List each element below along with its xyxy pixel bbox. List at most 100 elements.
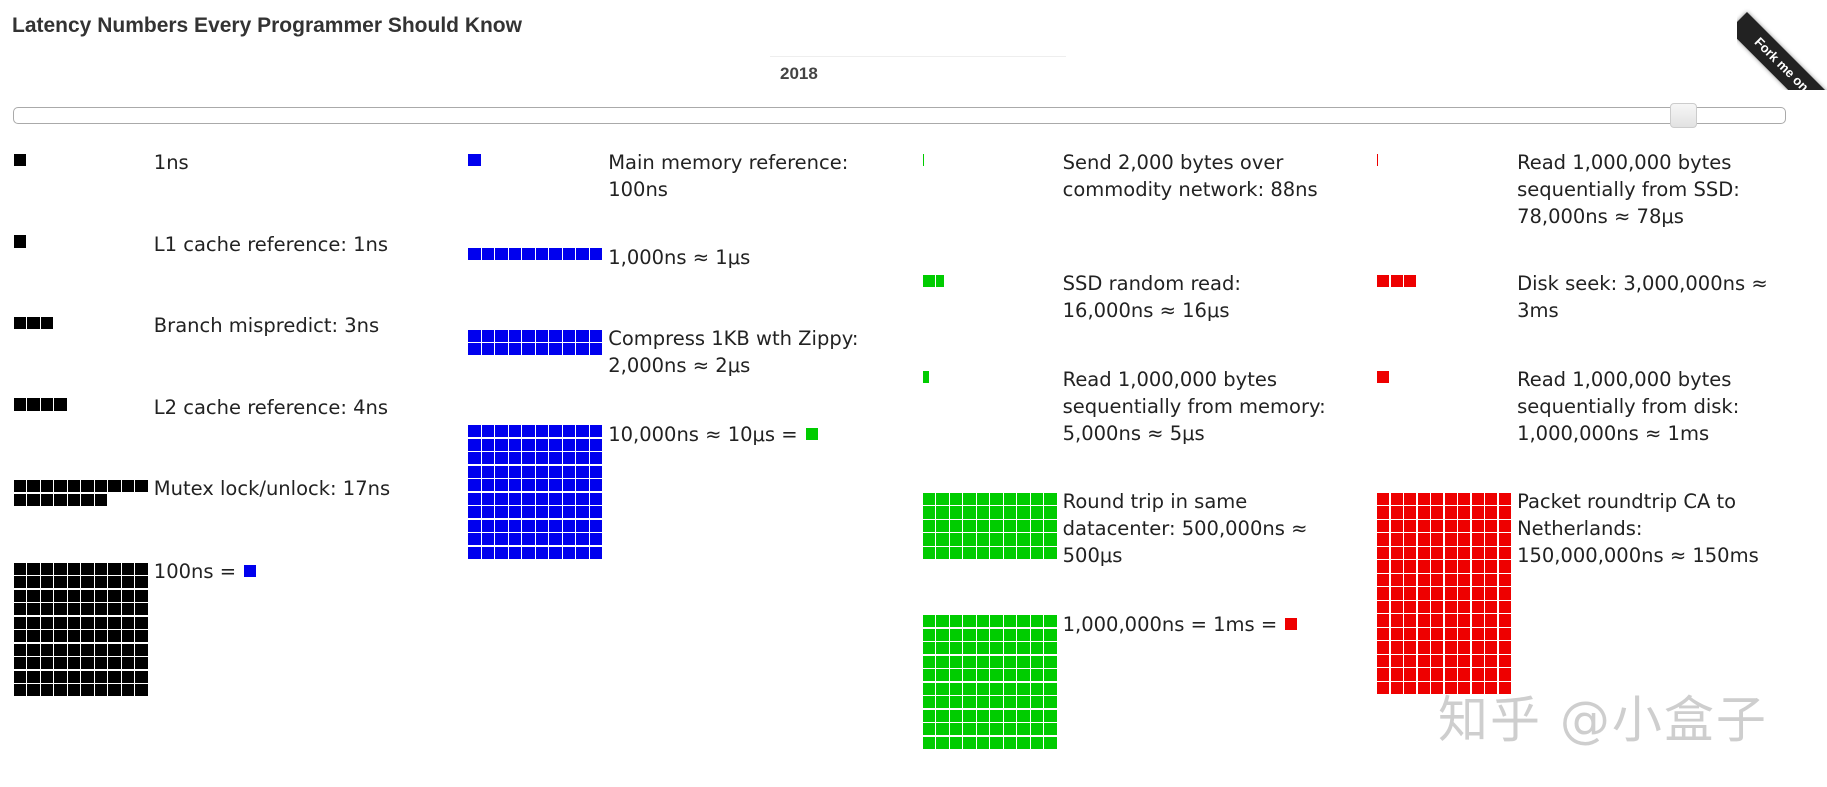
block <box>1471 573 1484 587</box>
block <box>495 465 508 478</box>
block <box>535 452 549 465</box>
block <box>589 248 603 261</box>
block <box>535 248 549 261</box>
block <box>1404 614 1417 627</box>
block <box>562 248 576 261</box>
block <box>589 533 603 546</box>
block <box>468 329 481 342</box>
block <box>1444 641 1457 654</box>
block <box>589 492 603 505</box>
block <box>1458 492 1471 506</box>
block <box>1390 492 1403 506</box>
block <box>508 465 522 478</box>
block <box>990 628 1003 641</box>
block <box>13 657 27 670</box>
block <box>535 425 549 438</box>
unit-icon <box>244 565 257 578</box>
item-label: Read 1,000,000 bytes sequentially from S… <box>1517 149 1787 230</box>
block <box>1017 492 1030 506</box>
block <box>922 506 935 519</box>
block <box>1044 546 1057 560</box>
block <box>481 492 495 505</box>
block <box>1390 274 1403 288</box>
block <box>54 398 67 411</box>
block <box>1044 533 1057 546</box>
block <box>481 533 495 546</box>
item-label: Main memory reference: 100ns <box>608 149 878 203</box>
block <box>1390 573 1403 587</box>
block <box>949 655 962 668</box>
block <box>94 616 108 629</box>
block <box>1471 668 1484 681</box>
block <box>1431 614 1444 627</box>
block <box>1417 573 1430 587</box>
block <box>495 519 508 532</box>
block <box>976 615 989 628</box>
block <box>589 465 603 478</box>
block <box>1390 614 1403 627</box>
block <box>963 736 976 749</box>
block <box>1417 654 1430 668</box>
block <box>949 519 962 533</box>
github-ribbon[interactable]: Fork me on GitHub <box>1737 12 1827 90</box>
block <box>108 630 121 643</box>
block <box>108 643 121 656</box>
block <box>1017 533 1030 546</box>
block <box>481 425 495 438</box>
block <box>1377 506 1390 519</box>
block <box>1030 723 1043 736</box>
block <box>1498 506 1511 519</box>
block <box>1444 546 1457 560</box>
block <box>522 533 535 546</box>
block <box>13 643 27 656</box>
year-slider[interactable] <box>13 103 1786 128</box>
block <box>40 576 54 589</box>
block <box>40 589 54 602</box>
block <box>495 452 508 465</box>
slider-handle[interactable] <box>1670 103 1697 128</box>
block <box>495 533 508 546</box>
block <box>13 493 27 506</box>
block <box>1444 681 1457 695</box>
block <box>1003 492 1016 506</box>
label-text: Mutex lock/unlock: 17ns <box>153 477 391 501</box>
block <box>81 657 94 670</box>
block <box>535 492 549 505</box>
block <box>936 723 949 736</box>
block <box>1444 573 1457 587</box>
item-label: L2 cache reference: 4ns <box>154 394 424 421</box>
block <box>1444 587 1457 600</box>
label-text: 10,000ns ≈ 10μs = <box>608 422 798 446</box>
block <box>135 589 148 602</box>
block <box>40 643 54 656</box>
block <box>522 329 535 342</box>
block <box>1404 681 1417 695</box>
block <box>1498 492 1511 506</box>
block <box>1404 274 1417 288</box>
year-display: 2018 <box>770 56 1066 90</box>
block <box>522 425 535 438</box>
block <box>121 603 135 616</box>
block <box>1404 627 1417 641</box>
block <box>27 684 40 697</box>
block <box>1444 560 1457 573</box>
block <box>108 670 121 683</box>
block <box>108 562 121 575</box>
block <box>468 492 481 505</box>
block <box>949 628 962 641</box>
block <box>1017 709 1030 722</box>
block <box>963 519 976 533</box>
block <box>1377 533 1390 546</box>
block <box>481 479 495 492</box>
block <box>108 657 121 670</box>
block <box>468 425 481 438</box>
block <box>976 546 989 560</box>
block <box>481 343 495 356</box>
block <box>1485 668 1498 681</box>
block <box>589 519 603 532</box>
block <box>1017 736 1030 749</box>
block <box>1471 627 1484 641</box>
block <box>562 479 576 492</box>
block <box>562 329 576 342</box>
block <box>54 576 67 589</box>
